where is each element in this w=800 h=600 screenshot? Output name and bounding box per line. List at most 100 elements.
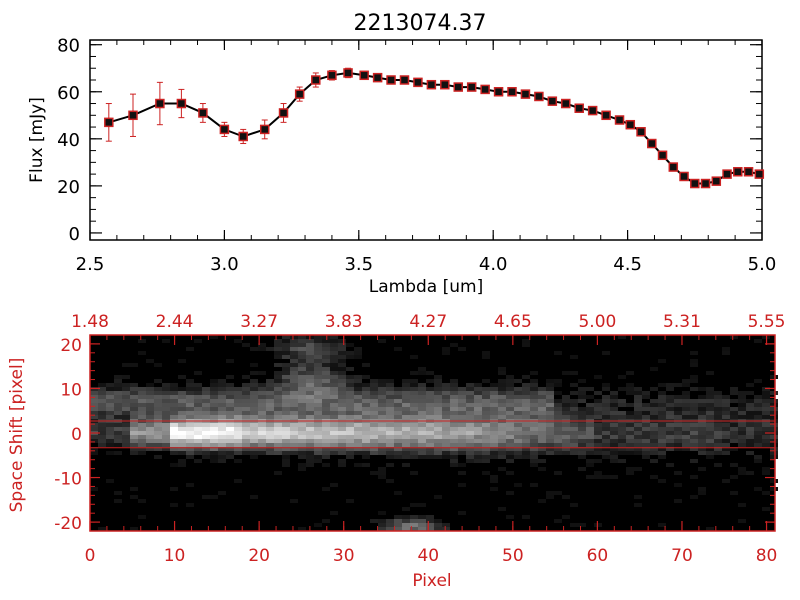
- image-pixel: [754, 399, 762, 403]
- image-pixel: [338, 363, 346, 367]
- image-pixel: [690, 411, 698, 415]
- image-pixel: [490, 383, 498, 387]
- image-pixel: [282, 383, 290, 387]
- image-pixel: [522, 387, 530, 391]
- image-pixel: [434, 519, 442, 523]
- image-pixel: [314, 415, 322, 419]
- image-pixel: [690, 435, 698, 439]
- image-pixel: [322, 387, 330, 391]
- image-pixel: [554, 379, 562, 383]
- image-pixel: [698, 447, 706, 451]
- data-point: [520, 89, 531, 99]
- image-pixel: [378, 435, 386, 439]
- image-pixel: [98, 527, 106, 531]
- image-pixel: [594, 399, 602, 403]
- image-pixel: [642, 411, 650, 415]
- image-pixel: [162, 411, 170, 415]
- image-pixel: [154, 411, 162, 415]
- image-x-tick-label: 30: [333, 546, 355, 566]
- image-pixel: [146, 411, 154, 415]
- image-pixel: [154, 455, 162, 459]
- image-pixel: [402, 411, 410, 415]
- image-pixel: [442, 431, 450, 435]
- image-pixel: [442, 435, 450, 439]
- image-pixel: [338, 459, 346, 463]
- image-pixel: [450, 379, 458, 383]
- image-pixel: [426, 379, 434, 383]
- image-pixel: [730, 415, 738, 419]
- image-pixel: [506, 515, 514, 519]
- image-pixel: [466, 423, 474, 427]
- image-pixel: [354, 351, 362, 355]
- image-pixel: [354, 451, 362, 455]
- image-pixel: [770, 427, 778, 431]
- data-point: [426, 79, 437, 90]
- image-pixel: [522, 391, 530, 395]
- image-pixel: [418, 439, 426, 443]
- image-pixel: [610, 427, 618, 431]
- image-pixel: [770, 399, 778, 403]
- image-pixel: [274, 347, 282, 351]
- image-pixel: [634, 427, 642, 431]
- image-pixel: [242, 447, 250, 451]
- image-pixel: [522, 343, 530, 347]
- image-pixel: [218, 447, 226, 451]
- image-pixel: [402, 463, 410, 467]
- image-pixel: [146, 395, 154, 399]
- image-pixel: [738, 443, 746, 447]
- data-point: [722, 169, 732, 179]
- image-pixel: [394, 399, 402, 403]
- image-pixel: [410, 415, 418, 419]
- image-pixel: [770, 447, 778, 451]
- image-pixel: [490, 443, 498, 447]
- image-tick-labels: 0 10 20 30 40 50 60 70 801.48 2.44 3.27 3.83 4.27 4.6…: [54, 312, 785, 566]
- image-pixel: [626, 415, 634, 419]
- image-pixel: [498, 387, 506, 391]
- image-pixel: [370, 379, 378, 383]
- image-pixel: [706, 399, 714, 403]
- image-pixel: [122, 427, 130, 431]
- image-pixel: [274, 371, 282, 375]
- image-pixel: [346, 435, 354, 439]
- image-top-tick-label: 3.83: [325, 312, 363, 332]
- image-pixel: [578, 415, 586, 419]
- image-pixel: [594, 407, 602, 411]
- image-pixel: [618, 387, 626, 391]
- image-pixel: [634, 391, 642, 395]
- data-point: [294, 89, 305, 99]
- image-pixel: [650, 443, 658, 447]
- image-pixel: [618, 423, 626, 427]
- image-pixel: [570, 411, 578, 415]
- image-pixel: [602, 447, 610, 451]
- image-pixel: [378, 467, 386, 471]
- image-pixel: [642, 435, 650, 439]
- image-pixel: [730, 423, 738, 427]
- image-pixel: [546, 387, 554, 391]
- image-pixel: [378, 451, 386, 455]
- image-pixel: [506, 411, 514, 415]
- image-pixel: [762, 399, 770, 403]
- image-pixel: [706, 387, 714, 391]
- image-pixel: [426, 415, 434, 419]
- image-pixel: [290, 431, 298, 435]
- image-pixel: [514, 439, 522, 443]
- image-pixel: [322, 431, 330, 435]
- image-pixel: [186, 451, 194, 455]
- image-pixel: [218, 415, 226, 419]
- image-pixel: [250, 431, 258, 435]
- image-pixel: [650, 451, 658, 455]
- image-pixel: [322, 487, 330, 491]
- image-pixel: [282, 375, 290, 379]
- image-pixel: [322, 455, 330, 459]
- image-pixel: [90, 399, 98, 403]
- data-point: [198, 108, 208, 118]
- image-pixel: [586, 443, 594, 447]
- image-pixel: [642, 427, 650, 431]
- image-pixel: [706, 447, 714, 451]
- image-pixel: [706, 431, 714, 435]
- image-pixel: [322, 395, 330, 399]
- image-pixel: [130, 411, 138, 415]
- image-pixel: [738, 415, 746, 419]
- image-pixel: [378, 431, 386, 435]
- image-pixel: [738, 399, 746, 403]
